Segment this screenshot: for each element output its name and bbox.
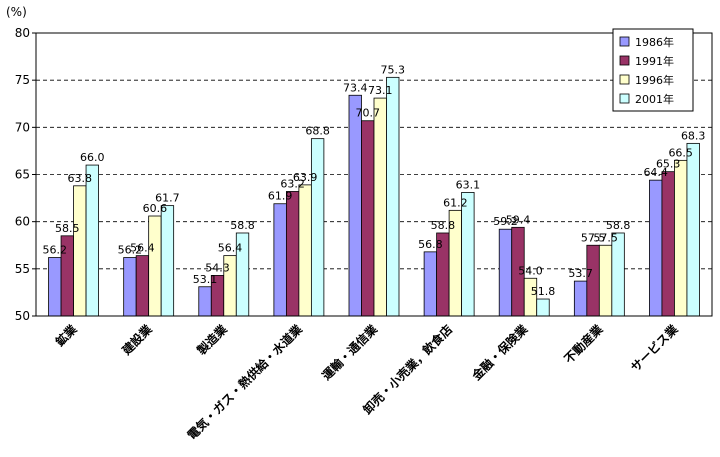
data-label: 56.4	[218, 242, 243, 255]
data-label: 57.5	[581, 231, 606, 244]
x-category-label: 金融・保険業	[468, 321, 531, 384]
bar	[273, 203, 287, 317]
legend-swatch	[619, 74, 630, 85]
bar	[373, 97, 387, 317]
data-label: 57.5	[593, 231, 618, 244]
data-label: 51.8	[531, 285, 556, 298]
bar	[661, 171, 675, 317]
data-label: 58.8	[431, 219, 456, 232]
bar	[649, 179, 663, 317]
data-label: 54.3	[205, 261, 230, 274]
data-label: 63.2	[280, 177, 305, 190]
bar	[135, 255, 150, 317]
x-category-label: サービス業	[628, 321, 682, 375]
bar	[285, 191, 300, 317]
y-tick-label: 55	[15, 262, 30, 276]
bar	[586, 244, 600, 317]
bar	[198, 286, 212, 317]
x-category-label: 製造業	[193, 321, 230, 358]
data-labels: 56.258.563.866.056.256.460.661.753.154.3…	[43, 63, 706, 298]
data-label: 58.5	[55, 222, 80, 235]
data-label: 53.1	[193, 273, 218, 286]
legend-swatch	[619, 55, 630, 66]
y-tick-label: 65	[15, 168, 30, 182]
bar	[73, 185, 87, 317]
data-label: 75.3	[381, 63, 406, 76]
data-label: 63.1	[456, 178, 481, 191]
bar	[123, 257, 137, 317]
bar	[598, 244, 613, 317]
bar	[536, 298, 550, 317]
bar	[686, 142, 700, 317]
bar	[611, 232, 625, 317]
legend-label: 1991年	[635, 54, 674, 68]
data-label: 56.2	[43, 244, 68, 257]
y-tick-label: 75	[15, 73, 30, 87]
legend-label: 2001年	[635, 92, 674, 106]
bar	[461, 192, 475, 317]
y-tick-label: 80	[15, 26, 30, 40]
data-label: 73.1	[368, 84, 393, 97]
legend-swatch	[619, 93, 630, 104]
data-label: 70.7	[356, 107, 381, 120]
data-label: 56.8	[418, 238, 443, 251]
data-label: 61.9	[268, 190, 293, 203]
bar	[386, 76, 400, 317]
data-label: 56.2	[118, 244, 143, 257]
y-axis-unit-label: (%)	[6, 5, 27, 19]
data-label: 64.4	[643, 166, 668, 179]
data-label: 58.8	[606, 219, 631, 232]
y-tick-label: 50	[15, 309, 30, 323]
data-label: 56.4	[130, 242, 155, 255]
data-label: 66.0	[80, 151, 105, 164]
bar	[298, 184, 312, 317]
bars	[48, 76, 700, 317]
bar	[160, 205, 175, 317]
legend-label: 1986年	[635, 35, 674, 49]
data-label: 73.4	[343, 81, 368, 94]
bar	[423, 251, 438, 317]
y-tick-label: 60	[15, 215, 30, 229]
data-label: 60.6	[143, 202, 168, 215]
data-label: 59.4	[506, 213, 531, 226]
bar	[85, 164, 99, 317]
bar	[48, 257, 62, 317]
bar	[310, 138, 325, 317]
data-label: 63.9	[293, 171, 318, 184]
data-label: 68.3	[681, 129, 706, 142]
x-category-label: 運輸・通信業	[319, 321, 381, 383]
data-label: 61.7	[155, 192, 180, 205]
legend-swatch	[619, 36, 630, 47]
data-label: 66.5	[668, 146, 693, 159]
data-label: 68.8	[305, 125, 330, 138]
x-category-label: 不動産業	[561, 321, 606, 366]
x-category-label: 建設業	[118, 321, 155, 358]
bar	[573, 280, 588, 317]
data-label: 54.0	[518, 264, 543, 277]
bar	[361, 120, 375, 317]
bar	[674, 159, 688, 317]
y-axis: 50 55 60 65 70 75 80	[15, 26, 36, 323]
data-label: 61.2	[443, 196, 468, 209]
legend-label: 1996年	[635, 73, 674, 87]
bar	[148, 215, 162, 317]
data-label: 59.2	[493, 215, 518, 228]
data-label: 63.8	[68, 172, 93, 185]
data-label: 53.7	[568, 267, 593, 280]
bar	[498, 228, 513, 317]
y-tick-label: 70	[15, 120, 30, 134]
data-label: 58.8	[230, 219, 255, 232]
bar	[348, 94, 362, 317]
legend: 1986年 1991年 1996年 2001年	[612, 28, 694, 112]
data-label: 65.3	[656, 158, 681, 171]
x-category-label: 鉱業	[52, 321, 80, 349]
